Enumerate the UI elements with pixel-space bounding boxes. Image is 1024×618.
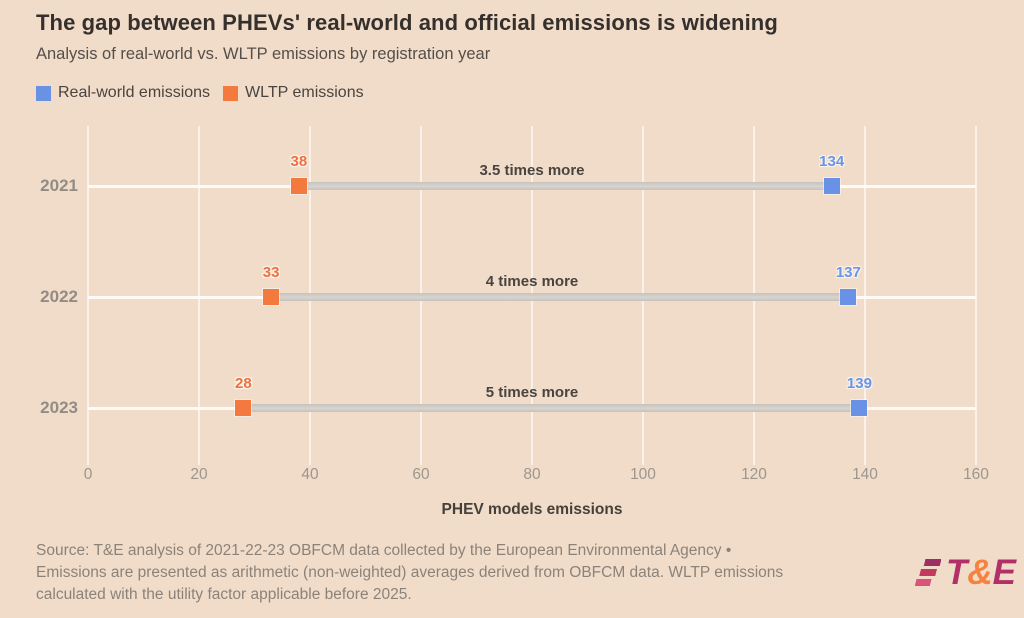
- x-axis-tick-label: 40: [301, 466, 319, 483]
- x-axis-tick-label: 80: [523, 466, 541, 483]
- x-axis-tick-label: 100: [630, 466, 656, 483]
- x-axis-title: PHEV models emissions: [441, 501, 623, 518]
- chart-title: The gap between PHEVs' real-world and of…: [36, 10, 778, 35]
- gap-connector-bar: [271, 293, 849, 301]
- y-axis-year-label: 2023: [40, 398, 78, 417]
- y-axis-year-label: 2021: [40, 176, 78, 195]
- source-line: calculated with the utility factor appli…: [36, 586, 412, 603]
- wltp-swatch-icon: [223, 85, 239, 101]
- wltp-value-label: 38: [290, 153, 308, 170]
- wltp-value-label: 28: [235, 375, 252, 392]
- gap-annotation: 4 times more: [485, 273, 579, 290]
- gridline: [975, 126, 977, 465]
- wltp-marker[interactable]: [235, 400, 252, 416]
- x-axis-tick-label: 140: [852, 466, 878, 483]
- gap-connector-bar: [298, 182, 832, 190]
- source-line: Source: T&E analysis of 2021-22-23 OBFCM…: [36, 542, 732, 559]
- real-world-marker[interactable]: [823, 178, 840, 194]
- real-world-value-label: 137: [835, 264, 861, 281]
- real-world-value-label: 134: [819, 153, 845, 170]
- legend-item-real-world: Real-world emissions: [36, 84, 210, 102]
- x-axis-tick-label: 0: [83, 466, 93, 483]
- chart-subtitle: Analysis of real-world vs. WLTP emission…: [36, 45, 491, 63]
- legend-label-wltp: WLTP emissions: [245, 84, 364, 101]
- x-axis-tick-label: 60: [412, 466, 430, 483]
- real-world-value-label: 139: [846, 375, 872, 392]
- legend-item-wltp: WLTP emissions: [223, 84, 364, 102]
- real-world-swatch-icon: [36, 85, 51, 101]
- te-logo-stripes-icon: [914, 559, 941, 586]
- wltp-marker[interactable]: [290, 178, 307, 194]
- source-note: Source: T&E analysis of 2021-22-23 OBFCM…: [36, 540, 783, 606]
- gap-annotation: 3.5 times more: [479, 162, 585, 179]
- x-axis-tick-label: 160: [963, 466, 989, 483]
- te-logo-text: T&E: [945, 552, 1016, 592]
- source-line: Emissions are presented as arithmetic (n…: [36, 564, 784, 581]
- gap-annotation: 5 times more: [485, 384, 579, 401]
- x-axis-tick-label: 20: [190, 466, 208, 483]
- real-world-marker[interactable]: [840, 289, 857, 305]
- te-logo: T&E: [913, 553, 1016, 591]
- gap-connector-bar: [243, 404, 860, 412]
- x-axis-tick-label: 120: [741, 466, 767, 483]
- y-axis-year-label: 2022: [40, 287, 78, 306]
- real-world-marker[interactable]: [851, 400, 868, 416]
- wltp-value-label: 33: [262, 264, 280, 281]
- wltp-marker[interactable]: [263, 289, 280, 305]
- legend-label-real-world: Real-world emissions: [58, 84, 211, 101]
- legend: Real-world emissions WLTP emissions: [36, 84, 364, 102]
